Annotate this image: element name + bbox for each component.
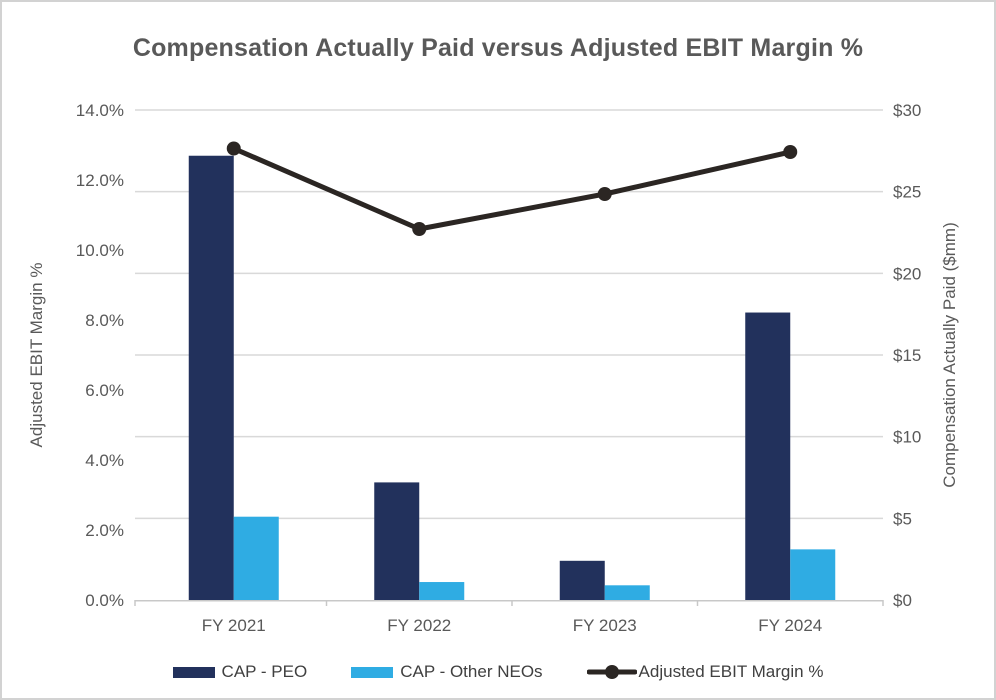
bar-cap-other-neos-fy-2023 [604,585,650,600]
bar-cap-peo-fy-2023 [559,560,605,600]
left-axis-title: Adjusted EBIT Margin % [27,263,46,448]
right-axis-tick-label: $5 [893,509,912,528]
legend-swatch-cap-other-neos [351,666,394,678]
right-axis-tick-label: $30 [893,101,921,120]
left-axis-tick-label: 8.0% [85,311,124,330]
left-axis-tick-label: 10.0% [76,241,124,260]
x-axis-label-fy-2023: FY 2023 [573,616,637,635]
legend-line-marker-adjusted-ebit-margin [586,665,637,679]
right-axis-tick-label: $20 [893,264,921,283]
left-axis-tick-label: 2.0% [85,521,124,540]
left-axis-tick-label: 6.0% [85,381,124,400]
legend: CAP - PEO CAP - Other NEOs Adjusted EBIT M… [2,662,994,682]
point-adjusted-ebit-margin-fy-2024 [783,145,798,159]
x-axis-label-fy-2022: FY 2022 [387,616,451,635]
legend-item-adjusted-ebit-margin: Adjusted EBIT Margin % [586,662,824,682]
point-adjusted-ebit-margin-fy-2023 [597,187,612,201]
right-axis-tick-label: $10 [893,428,921,447]
bar-cap-other-neos-fy-2021 [233,516,279,600]
right-axis-tick-label: $25 [893,183,921,202]
right-axis-tick-label: $15 [893,346,921,365]
legend-label-cap-peo: CAP - PEO [221,662,308,681]
left-axis-tick-label: 14.0% [76,101,124,120]
right-axis-title: Compensation Actually Paid ($mm) [940,222,959,488]
bar-cap-other-neos-fy-2024 [790,549,836,600]
legend-item-cap-peo: CAP - PEO [172,662,308,682]
bar-cap-other-neos-fy-2022 [419,582,465,600]
bar-cap-peo-fy-2021 [188,155,234,600]
x-axis-label-fy-2021: FY 2021 [202,616,266,635]
legend-swatch-cap-peo [172,666,215,678]
left-axis-tick-label: 4.0% [85,451,124,470]
line-adjusted-ebit-margin [231,146,793,232]
right-axis-tick-label: $0 [893,591,912,610]
chart-title: Compensation Actually Paid versus Adjust… [132,34,864,62]
bar-cap-peo-fy-2024 [745,312,791,600]
legend-label-adjusted-ebit-margin: Adjusted EBIT Margin % [638,662,824,681]
legend-label-cap-other-neos: CAP - Other NEOs [400,662,543,681]
bar-cap-peo-fy-2022 [374,482,420,600]
point-adjusted-ebit-margin-fy-2021 [226,141,241,156]
x-axis-label-fy-2024: FY 2024 [758,616,822,635]
left-axis-tick-label: 12.0% [76,171,124,190]
legend-item-cap-other-neos: CAP - Other NEOs [351,662,543,682]
point-adjusted-ebit-margin-fy-2022 [412,222,427,236]
left-axis-tick-label: 0.0% [85,591,124,610]
